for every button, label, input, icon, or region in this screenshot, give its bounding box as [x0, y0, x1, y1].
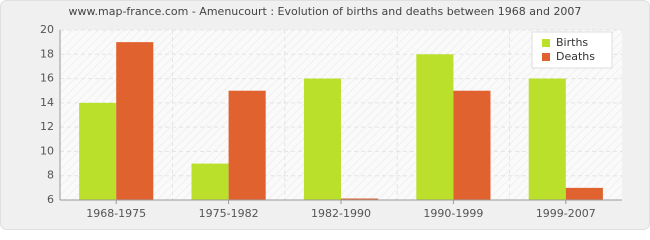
y-tick-label: 10: [40, 144, 54, 157]
bar: [191, 163, 229, 200]
chart: www.map-france.com - Amenucourt : Evolut…: [0, 0, 650, 230]
bar: [341, 198, 379, 200]
x-tick-label: 1982-1990: [311, 207, 371, 220]
x-tick-label: 1975-1982: [199, 207, 259, 220]
bar: [303, 78, 341, 200]
y-tick-label: 8: [47, 169, 54, 182]
x-tick-label: 1968-1975: [86, 207, 146, 220]
bar: [416, 54, 454, 201]
y-tick-label: 12: [40, 120, 54, 133]
bar: [116, 42, 154, 201]
page: www.map-france.com - Amenucourt : Evolut…: [0, 0, 650, 230]
bar: [453, 90, 491, 200]
y-tick-label: 18: [40, 47, 54, 60]
y-tick-label: 16: [40, 72, 54, 85]
bar: [79, 102, 117, 200]
x-tick-label: 1990-1999: [423, 207, 483, 220]
bar: [228, 90, 266, 200]
chart-title: www.map-france.com - Amenucourt : Evolut…: [69, 5, 582, 18]
y-tick-label: 6: [47, 193, 54, 206]
bar: [565, 187, 603, 200]
legend-box: [531, 31, 613, 69]
legend-label: Deaths: [556, 50, 595, 63]
legend-swatch: [542, 39, 550, 47]
bar: [528, 78, 566, 200]
y-tick-label: 20: [40, 23, 54, 36]
y-tick-label: 14: [40, 96, 54, 109]
legend-swatch: [542, 53, 550, 61]
x-tick-label: 1999-2007: [536, 207, 596, 220]
legend-label: Births: [556, 36, 588, 49]
